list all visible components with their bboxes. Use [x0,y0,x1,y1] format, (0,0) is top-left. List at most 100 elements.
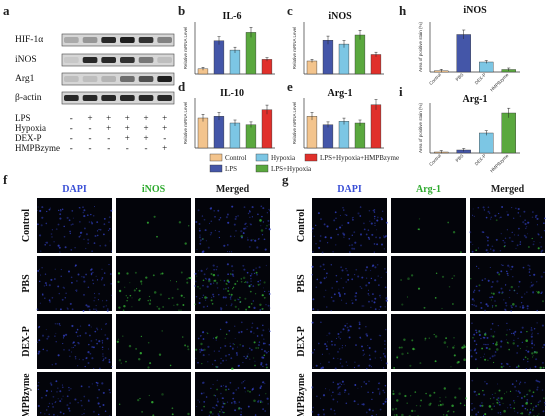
treatment-sign: + [125,123,130,133]
blot-band [64,37,79,43]
micro-image-tile [391,372,468,416]
micro-column-header: DAPI [337,184,362,195]
micro-image-tile [195,198,271,254]
legend-swatch [209,153,223,162]
blot-strip [61,91,175,105]
micro-image-tile [311,198,388,254]
pcr-legend: Control Hypoxia LPS+Hypoxia+HMPBzyme LPS LPS… [209,153,399,173]
bar [306,60,318,75]
legend-label: LPS+Hypoxia [271,165,312,173]
treatment-sign: - [70,143,73,153]
micro-column-header: Merged [491,184,525,195]
bar [261,109,273,149]
y-axis-label: Relative mRNA Level [292,102,297,145]
blot-band [157,95,172,101]
legend-label: Control [225,154,246,162]
treatment-sign: + [106,113,111,123]
bar-chart: Arg-1 Area of positive stain (%) Control PB… [418,94,520,174]
blot-strip [61,53,175,67]
blot-band [101,95,116,101]
treatment-sign: - [107,143,110,153]
micro-row-label: Control [296,209,307,242]
blot-band [157,76,172,82]
panel-letter-d: d [178,79,186,94]
category-tick-label: HMPBzyme [489,72,510,93]
micro-row-label: PBS [21,274,32,293]
micro-image-tile [469,198,546,254]
blot-band [82,95,98,101]
category-tick-label: PBS [455,153,465,163]
category-tick-label: DEX-P [474,72,487,85]
treatment-label: DEX-P [15,133,42,143]
legend-swatch [255,164,269,173]
blot-band [82,57,98,63]
chart-title: iNOS [463,5,487,16]
micro-column-header: Merged [216,184,250,195]
micro-image-tile [391,198,466,253]
legend-swatch [304,153,318,162]
micro-image-tile [311,314,388,370]
micro-image-tile [116,198,191,253]
bar [370,104,382,149]
micro-image-tile [116,372,191,416]
blot-band [82,76,98,82]
y-axis-label: Relative mRNA Level [183,27,188,70]
bar [213,40,225,75]
chart-title: Arg-1 [463,94,488,105]
bar-chart: iNOS Area of positive stain (%) Control PBS… [418,5,520,93]
treatment-label: LPS [15,113,31,123]
blot-band [120,57,135,63]
legend-label: Hypoxia [271,154,296,162]
bar [306,116,318,149]
panel-letter-f: f [3,172,8,187]
treatment-sign: - [126,143,129,153]
micro-row-label: PBS [296,274,307,293]
y-axis-label: Relative mRNA Level [183,102,188,145]
blot-band [138,57,154,63]
bar [245,124,257,149]
western-blot: HIF-1α iNOS Arg1 β-actin LPS Hypoxia DEX… [15,33,175,153]
blot-band [82,37,98,43]
blot-strip [61,72,175,86]
treatment-sign: - [70,133,73,143]
protein-label: Arg1 [15,74,35,84]
treatment-sign: + [143,123,148,133]
micro-column-header: DAPI [62,184,87,195]
bar [338,121,350,149]
bar [322,40,334,75]
micro-row-label: DEX-P [21,326,32,357]
micro-column-header: Arg-1 [416,184,441,195]
legend-label: LPS+Hypoxia+HMPBzyme [320,154,399,162]
micro-image-tile [311,256,388,312]
panel-letter-g: g [282,172,289,187]
treatment-label: Hypoxia [15,123,46,133]
blot-band [138,37,154,43]
blot-band [64,95,79,101]
bar-chart: IL-6 Relative mRNA Level [183,11,275,75]
legend-label: LPS [225,165,237,173]
protein-label: HIF-1α [15,35,43,45]
panel-letter-i: i [399,84,403,99]
blot-band [120,76,135,82]
micro-image-tile [195,314,271,370]
bar [229,122,241,149]
blot-band [101,76,116,82]
blot-band [138,95,154,101]
micro-image-tile [36,198,113,253]
panel-letter-h: h [399,3,407,18]
treatment-sign: + [125,113,130,123]
legend-swatch [255,153,269,162]
treatment-sign: - [70,113,73,123]
bar [213,116,225,149]
bar-chart: iNOS Relative mRNA Level [292,11,384,75]
treatment-sign: + [143,113,148,123]
chart-title: Arg-1 [328,88,353,99]
micro-image-tile [311,372,388,416]
panel-letter-a: a [3,3,10,18]
bar [197,117,209,149]
bar [245,32,257,75]
micro-image-tile [470,372,546,416]
blot-band [64,76,79,82]
micro-row-label: HMPBzyme [296,373,307,416]
